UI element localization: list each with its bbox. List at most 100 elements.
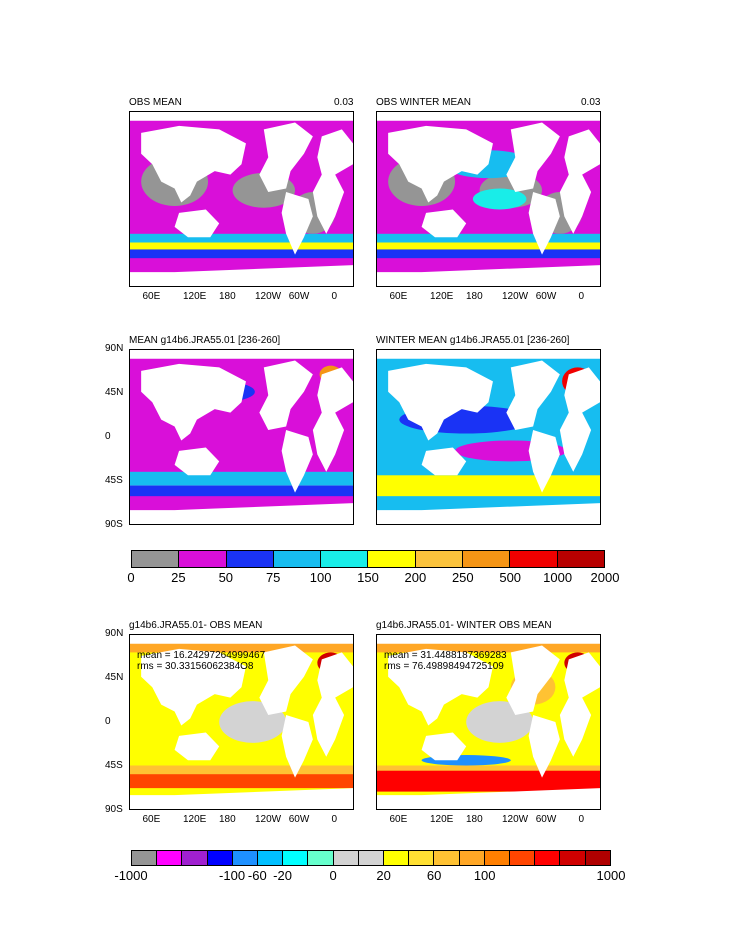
colorbar-box	[459, 851, 485, 865]
lon-tick-label: 120W	[255, 291, 282, 302]
land-mask	[559, 367, 600, 472]
lon-tick-label: 0	[578, 814, 585, 825]
colorbar-box	[415, 551, 464, 567]
land-mask	[506, 645, 560, 716]
field-band	[130, 485, 353, 497]
lon-tick-label: 60E	[389, 814, 408, 825]
colorbar-box	[132, 851, 158, 865]
colorbar-box	[321, 551, 369, 567]
lat-tick-label: 45N	[105, 672, 124, 683]
map-field	[377, 350, 600, 524]
colorbar-box	[510, 851, 536, 865]
lon-tick-label: 120E	[183, 291, 207, 302]
colorbar	[131, 550, 605, 568]
land-mask	[259, 645, 313, 716]
colorbar-box	[510, 551, 558, 567]
land-mask	[281, 192, 313, 255]
land-mask	[528, 430, 560, 493]
colorbar-label: 200	[404, 570, 427, 585]
map-field	[130, 635, 353, 809]
colorbar-box	[182, 851, 208, 865]
colorbar-label: 60	[426, 868, 442, 883]
field-band	[377, 475, 600, 497]
colorbar-box	[358, 851, 385, 865]
lon-tick-label: 120E	[430, 291, 454, 302]
colorbar-box	[273, 551, 322, 567]
land-mask	[506, 360, 560, 431]
land-mask	[506, 122, 560, 193]
field-band	[377, 641, 600, 653]
land-mask	[377, 503, 600, 524]
lon-tick-label: 120E	[430, 814, 454, 825]
field-patch	[472, 188, 527, 210]
land-mask	[141, 363, 246, 441]
panel-title: MEAN g14b6.JRA55.01 [236-260]	[129, 335, 281, 346]
lat-tick-label: 45S	[105, 475, 123, 486]
field-band	[130, 242, 353, 250]
lon-tick-label: 0	[331, 814, 338, 825]
colorbar-label: 75	[265, 570, 281, 585]
colorbar-box	[585, 851, 610, 865]
panel-scale-label: 0.03	[581, 97, 601, 108]
mean-annotation: mean = 31.4488187369283	[384, 650, 507, 661]
colorbar-box	[157, 851, 183, 865]
field-band	[377, 765, 600, 776]
lon-tick-label: 60W	[535, 291, 557, 302]
colorbar-label: 20	[376, 868, 391, 883]
lat-tick-label: 45S	[105, 760, 123, 771]
colorbar-label: 2000	[590, 570, 620, 585]
land-mask	[377, 635, 600, 644]
field-band	[130, 471, 353, 486]
land-mask	[559, 652, 600, 757]
lon-tick-label: 180	[219, 291, 236, 302]
land-mask	[130, 265, 353, 286]
map-panel	[376, 634, 601, 810]
lon-tick-label: 180	[466, 291, 483, 302]
land-mask	[388, 125, 493, 203]
lon-tick-label: 0	[331, 291, 338, 302]
field-band	[377, 242, 600, 250]
colorbar-box	[258, 851, 284, 865]
land-mask	[312, 367, 353, 472]
lon-tick-label: 0	[578, 291, 585, 302]
colorbar-box	[384, 851, 410, 865]
colorbar-label: 1000	[543, 570, 573, 585]
colorbar-label: 100	[473, 868, 496, 883]
land-mask	[130, 788, 353, 809]
land-mask	[528, 715, 560, 778]
map-field	[130, 350, 353, 524]
land-mask	[174, 447, 220, 476]
lon-tick-label: 60W	[288, 291, 310, 302]
lon-tick-label: 180	[219, 814, 236, 825]
colorbar-label: -1000	[114, 868, 148, 883]
panel-title: g14b6.JRA55.01- OBS MEAN	[129, 620, 263, 631]
colorbar-label: 100	[309, 570, 332, 585]
panel-title: g14b6.JRA55.01- WINTER OBS MEAN	[376, 620, 552, 631]
map-field	[130, 112, 353, 286]
colorbar-label: 500	[499, 570, 522, 585]
colorbar-box	[283, 851, 309, 865]
land-mask	[377, 112, 600, 121]
map-panel	[376, 111, 601, 287]
colorbar-box	[557, 551, 604, 567]
land-mask	[141, 648, 246, 726]
land-mask	[421, 447, 467, 476]
colorbar-box	[179, 551, 227, 567]
field-band	[130, 774, 353, 789]
colorbar-box	[132, 551, 180, 567]
lon-tick-label: 60E	[389, 291, 408, 302]
panel-title: OBS MEAN	[129, 97, 182, 108]
colorbar-label: -100	[219, 868, 246, 883]
field-band	[377, 249, 600, 259]
map-panel	[129, 111, 354, 287]
rms-annotation: rms = 76.49898494725109	[384, 661, 504, 672]
colorbar-label: -20	[273, 868, 292, 883]
colorbar-box	[226, 551, 274, 567]
colorbar-label: 0	[329, 868, 337, 883]
lon-tick-label: 120E	[183, 814, 207, 825]
colorbar-label: 25	[171, 570, 186, 585]
map-panel	[129, 634, 354, 810]
land-mask	[130, 350, 353, 359]
lat-tick-label: 90N	[105, 628, 124, 639]
lon-tick-label: 120W	[502, 291, 529, 302]
